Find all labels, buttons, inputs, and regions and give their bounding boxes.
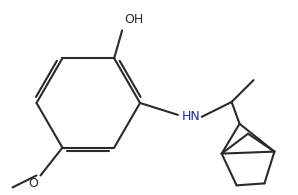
Text: HN: HN xyxy=(182,110,201,123)
Text: O: O xyxy=(29,177,38,191)
Text: OH: OH xyxy=(124,13,143,27)
